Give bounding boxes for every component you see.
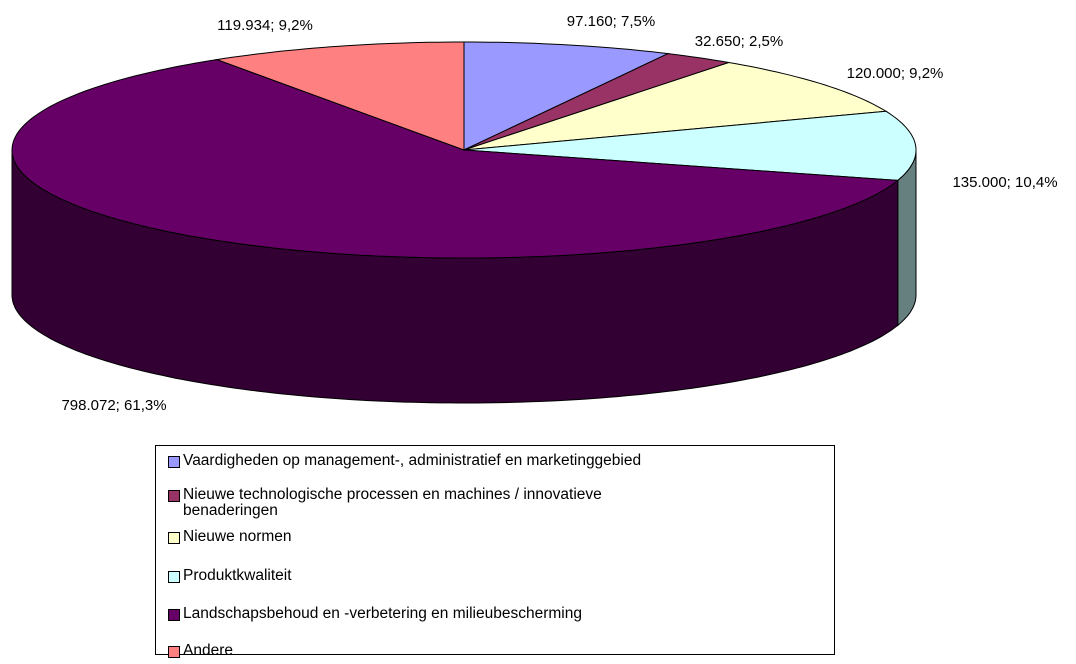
legend-item: Vaardigheden op management-, administrat… (168, 453, 668, 469)
slice (463, 61, 888, 151)
legend-item: Landschapsbehoud en -verbetering en mili… (168, 606, 668, 622)
data-label: 135.000; 10,4% (952, 174, 1057, 191)
legend-item: Produktkwaliteit (168, 568, 668, 584)
legend-item: Andere (168, 643, 668, 659)
legend-swatch (168, 532, 180, 544)
legend-label: Andere (183, 642, 233, 659)
data-label: 32.650; 2,5% (695, 33, 783, 50)
slice (463, 53, 729, 151)
legend-label: Nieuwe normen (183, 528, 292, 545)
slice (463, 41, 670, 151)
legend-label: Landschapsbehoud en -verbetering en mili… (183, 605, 582, 622)
data-label: 119.934; 9,2% (217, 17, 313, 34)
legend-swatch (168, 490, 180, 502)
legend: Vaardigheden op management-, administrat… (155, 445, 835, 659)
legend-item: Nieuwe technologische processen en machi… (168, 487, 668, 519)
legend-swatch (168, 571, 180, 583)
legend-swatch (168, 646, 180, 658)
slice (11, 59, 900, 259)
chart: 97.160; 7,5% 32.650; 2,5% 120.000; 9,2% 135… (11, 13, 1058, 414)
legend-swatch (168, 609, 180, 621)
slice (214, 41, 465, 151)
legend-label: Nieuwe technologische processen en machi… (183, 486, 602, 519)
legend-label: Produktkwaliteit (183, 567, 292, 584)
data-label: 120.000; 9,2% (847, 65, 944, 82)
data-label: 97.160; 7,5% (567, 13, 655, 30)
data-label: 798.072; 61,3% (61, 397, 166, 414)
slice (463, 110, 917, 181)
legend-label: Vaardigheden op management-, administrat… (183, 452, 642, 469)
legend-swatch (168, 456, 180, 468)
legend-item: Nieuwe normen (168, 529, 668, 545)
